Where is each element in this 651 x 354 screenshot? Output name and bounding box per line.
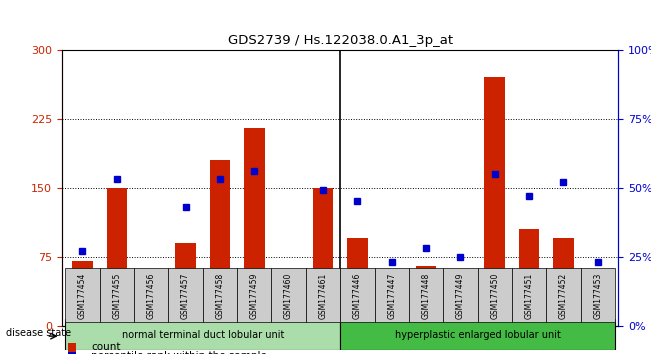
Bar	[478, 268, 512, 322]
Bar	[553, 238, 574, 326]
Text: GSM177452: GSM177452	[559, 272, 568, 319]
Bar	[409, 268, 443, 322]
Bar	[519, 229, 540, 326]
Text: GSM177457: GSM177457	[181, 272, 190, 319]
Text: GSM177461: GSM177461	[318, 272, 327, 319]
Text: GSM177456: GSM177456	[146, 272, 156, 319]
Bar	[306, 268, 340, 322]
Bar	[65, 268, 100, 322]
Bar	[72, 261, 92, 326]
Text: GSM177447: GSM177447	[387, 272, 396, 319]
Text: GSM177460: GSM177460	[284, 272, 293, 319]
Text: GSM177458: GSM177458	[215, 272, 225, 319]
Bar	[484, 77, 505, 326]
Text: count: count	[91, 342, 120, 352]
Bar	[340, 319, 615, 350]
Bar	[587, 306, 608, 326]
Bar	[374, 268, 409, 322]
Text: GSM177451: GSM177451	[525, 272, 534, 319]
Text: GSM177453: GSM177453	[593, 272, 602, 319]
Bar	[175, 243, 196, 326]
Text: normal terminal duct lobular unit: normal terminal duct lobular unit	[122, 330, 284, 339]
Text: GSM177449: GSM177449	[456, 272, 465, 319]
Bar	[416, 266, 436, 326]
Title: GDS2739 / Hs.122038.0.A1_3p_at: GDS2739 / Hs.122038.0.A1_3p_at	[228, 34, 452, 47]
Bar	[141, 315, 161, 326]
Bar	[381, 315, 402, 326]
Text: percentile rank within the sample: percentile rank within the sample	[91, 351, 267, 354]
Text: GSM177454: GSM177454	[78, 272, 87, 319]
Bar	[340, 268, 374, 322]
Bar	[100, 268, 134, 322]
Bar	[134, 268, 169, 322]
Bar	[169, 268, 202, 322]
Text: GSM177448: GSM177448	[422, 272, 430, 319]
Bar	[347, 238, 368, 326]
Text: GSM177450: GSM177450	[490, 272, 499, 319]
Bar	[443, 268, 478, 322]
Bar	[202, 268, 237, 322]
Bar	[271, 268, 306, 322]
Bar	[546, 268, 581, 322]
Bar	[581, 268, 615, 322]
Bar	[312, 188, 333, 326]
Text: GSM177459: GSM177459	[250, 272, 258, 319]
Bar	[237, 268, 271, 322]
Bar	[107, 188, 127, 326]
Text: disease state: disease state	[7, 328, 72, 338]
Bar	[450, 309, 471, 326]
Text: GSM177446: GSM177446	[353, 272, 362, 319]
Text: GSM177455: GSM177455	[113, 272, 121, 319]
Bar	[244, 128, 264, 326]
Bar	[210, 160, 230, 326]
Bar	[512, 268, 546, 322]
Text: hyperplastic enlarged lobular unit: hyperplastic enlarged lobular unit	[395, 330, 561, 339]
Bar	[278, 323, 299, 326]
Bar	[65, 319, 340, 350]
